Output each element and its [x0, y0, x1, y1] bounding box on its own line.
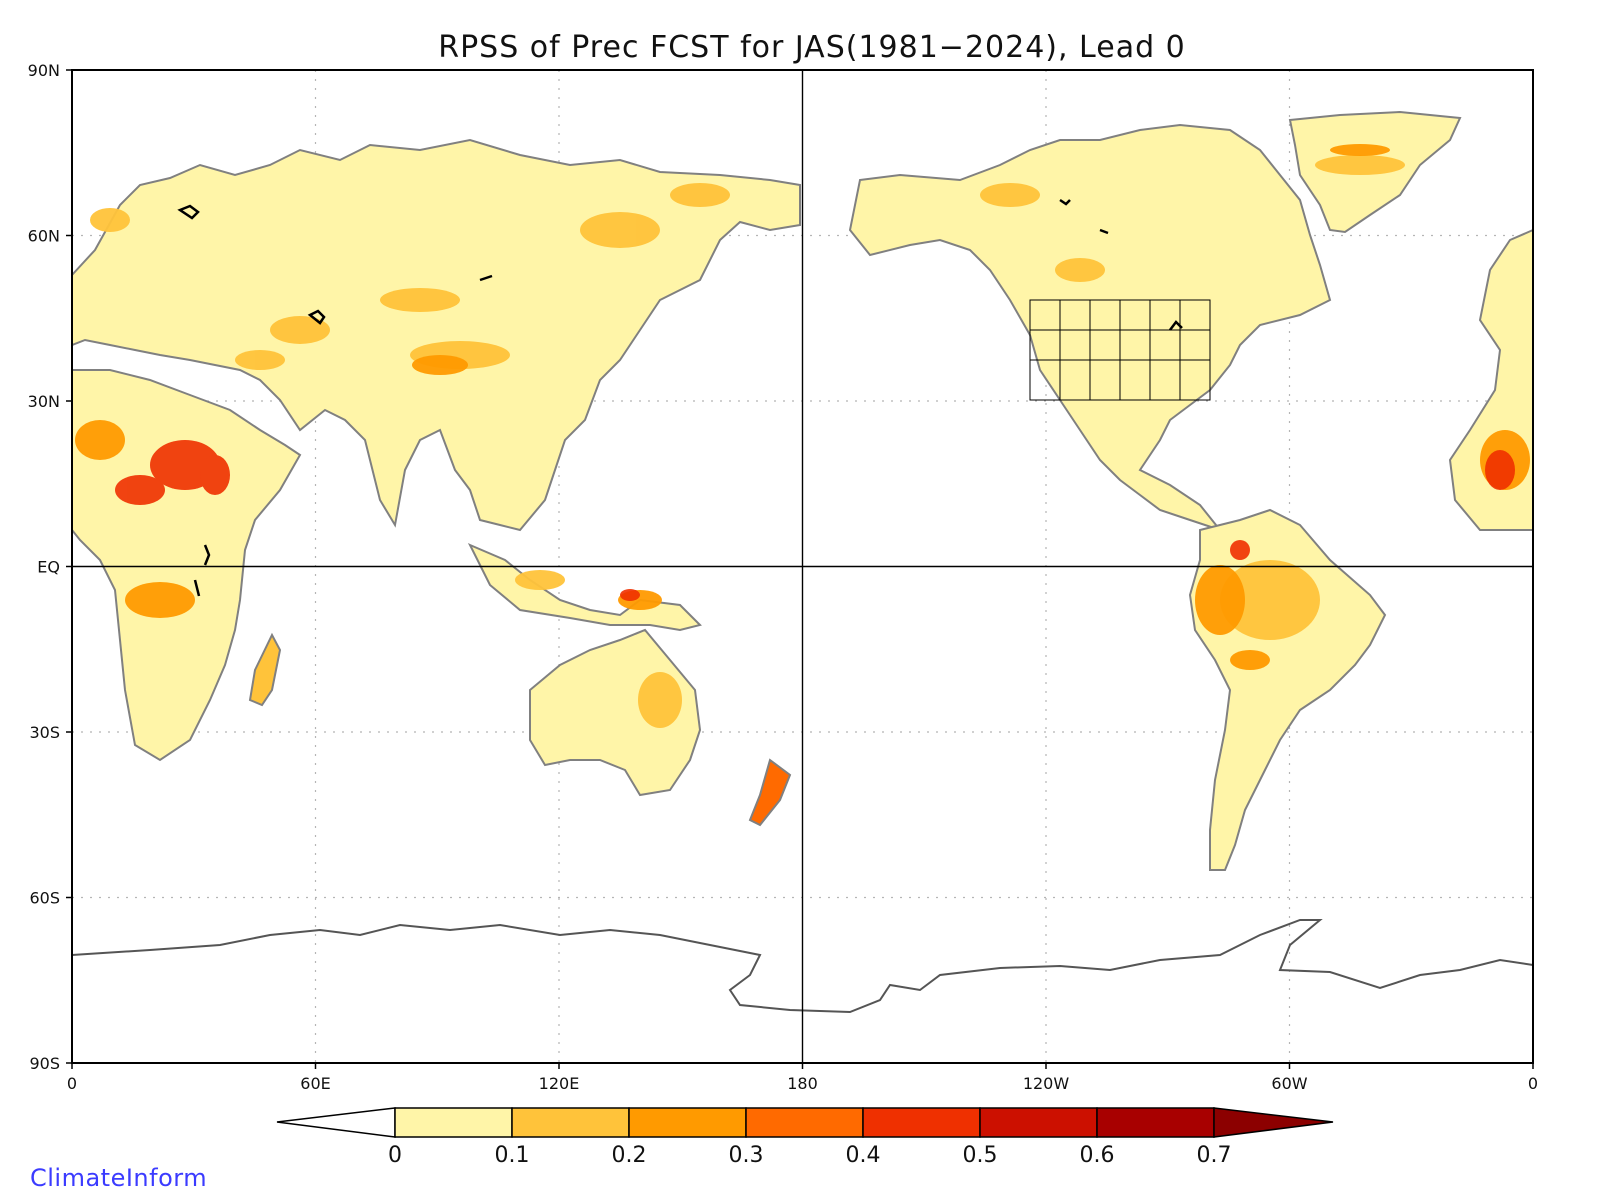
map-panel: [71, 69, 1534, 1064]
colorbar-label: 0.4: [846, 1143, 881, 1168]
colorbar-segment: [979, 1107, 1098, 1138]
land-australia: [529, 628, 702, 797]
colorbar-label: 0: [388, 1143, 402, 1168]
x-tick-label: 60W: [1271, 1074, 1307, 1093]
y-tick-label: 90S: [29, 1054, 60, 1073]
skill-patches-040-060: [115, 440, 1515, 601]
credit-label: ClimateInform: [30, 1164, 208, 1192]
y-tick-label: 60N: [28, 227, 60, 246]
x-tick-label: 180: [787, 1074, 818, 1093]
y-tick-label: 30N: [28, 392, 60, 411]
y-tick-labels: 90N 60N 30N EQ 30S 60S 90S: [28, 61, 60, 1073]
colorbar-label: 0.5: [963, 1143, 998, 1168]
us-state-lines: [1029, 299, 1211, 401]
colorbar-labels: 0 0.1 0.2 0.3 0.4 0.5 0.6 0.7: [388, 1143, 1232, 1168]
lakes: [177, 198, 1183, 597]
x-tick-labels: 0 60E 120E 180 120W 60W 0: [67, 1074, 1538, 1093]
colorbar-label: 0.1: [495, 1143, 530, 1168]
land-africa: [71, 369, 302, 762]
x-axis: [71, 1063, 1534, 1069]
x-tick-label: 0: [1528, 1074, 1538, 1093]
colorbar-segment: [745, 1107, 864, 1138]
map-title: RPSS of Prec FCST for JAS(1981−2024), Le…: [438, 30, 1186, 65]
x-tick-label: 60E: [300, 1074, 330, 1093]
colorbar-segment: [1096, 1107, 1215, 1138]
colorbar-segment: [394, 1107, 513, 1138]
x-tick-label: 0: [67, 1074, 77, 1093]
y-tick-label: 60S: [29, 889, 60, 908]
y-tick-label: EQ: [37, 558, 60, 577]
colorbar-segment: [628, 1107, 747, 1138]
skill-field: [71, 110, 1534, 1014]
colorbar-label: 0.3: [729, 1143, 764, 1168]
land-new-zealand: [748, 758, 792, 827]
colorbar-lower-triangle: [276, 1107, 396, 1138]
colorbar-segment: [862, 1107, 981, 1138]
y-tick-label: 90N: [28, 61, 60, 80]
x-tick-label: 120W: [1023, 1074, 1070, 1093]
colorbar-segment: [511, 1107, 630, 1138]
colorbar-label: 0.7: [1197, 1143, 1232, 1168]
colorbar-label: 0.2: [612, 1143, 647, 1168]
land-antarctica: [71, 919, 1534, 1014]
land-madagascar: [248, 632, 282, 707]
y-tick-label: 30S: [29, 723, 60, 742]
colorbar-upper-triangle: [1213, 1107, 1334, 1138]
colorbar-label: 0.6: [1080, 1143, 1115, 1168]
x-tick-label: 120E: [539, 1074, 580, 1093]
skill-patches-020-030: [90, 155, 1405, 728]
y-axis: [66, 69, 72, 1064]
colorbar: [276, 1107, 1334, 1138]
